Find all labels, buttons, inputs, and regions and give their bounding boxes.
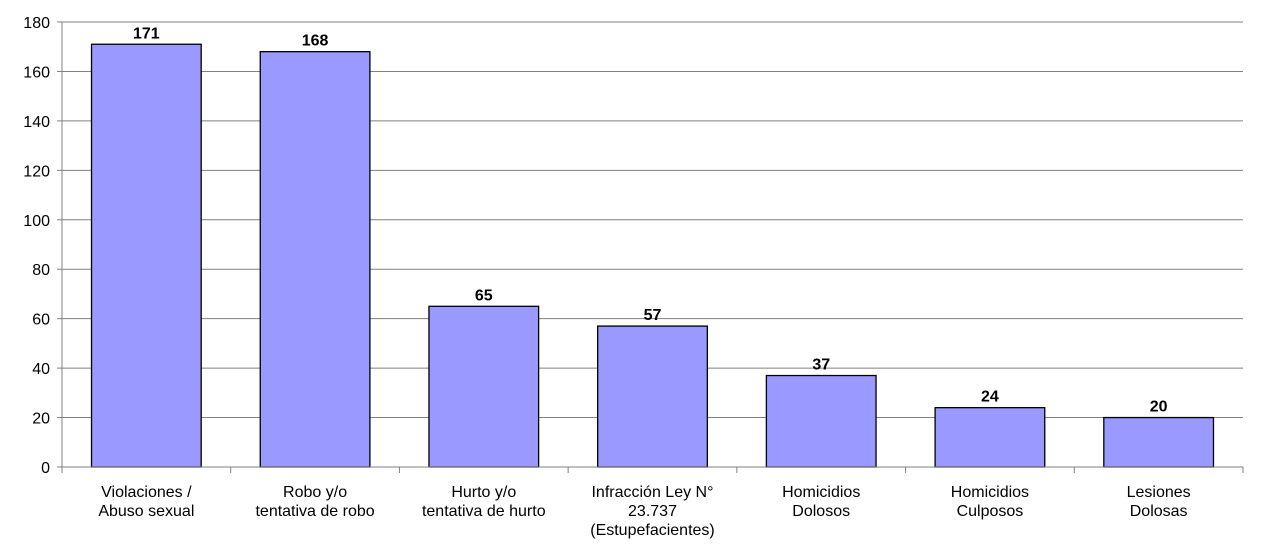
- axes: [57, 21, 1244, 473]
- bar: [765, 374, 877, 468]
- category-label: Robo y/o: [283, 484, 347, 501]
- bar: [934, 407, 1046, 468]
- category-label: Homicidios: [951, 484, 1029, 501]
- bar: [428, 305, 540, 468]
- y-tick-label: 120: [23, 163, 50, 180]
- y-tick-label: 60: [32, 312, 50, 329]
- gridlines: [62, 21, 1243, 419]
- category-label: 23.737: [628, 503, 677, 520]
- data-label: 168: [302, 33, 329, 50]
- y-tick-label: 180: [23, 15, 50, 32]
- y-tick-label: 160: [23, 64, 50, 81]
- bar: [1103, 416, 1215, 468]
- category-label: tentativa de hurto: [422, 503, 546, 520]
- y-tick-label: 80: [32, 262, 50, 279]
- category-label: tentativa de robo: [255, 503, 374, 520]
- data-label: 24: [981, 389, 999, 406]
- category-label: Infracción Ley N°: [591, 484, 713, 501]
- category-label: Violaciones /: [101, 484, 192, 501]
- y-tick-label: 20: [32, 411, 50, 428]
- category-label: Abuso sexual: [98, 503, 194, 520]
- data-label: 37: [812, 357, 830, 374]
- bars: [90, 43, 1215, 468]
- data-label: 20: [1150, 399, 1168, 416]
- x-axis-category-labels: Violaciones / Abuso sexual Robo y/o tentati…: [98, 484, 1190, 539]
- data-label: 171: [133, 25, 160, 42]
- data-labels: 171 168 65 57 37 24 20: [133, 25, 1168, 415]
- data-label: 65: [475, 287, 493, 304]
- y-tick-label: 40: [32, 361, 50, 378]
- category-label: Lesiones: [1127, 484, 1191, 501]
- category-label: Dolosos: [792, 503, 850, 520]
- category-label: Dolosas: [1130, 503, 1188, 520]
- category-label: Homicidios: [782, 484, 860, 501]
- data-label: 57: [644, 307, 662, 324]
- category-label: (Estupefacientes): [590, 522, 715, 539]
- y-axis-tick-labels: 0 20 40 60 80 100 120 140 160 180: [23, 15, 50, 477]
- y-tick-label: 140: [23, 114, 50, 131]
- category-label: Hurto y/o: [451, 484, 516, 501]
- bar: [259, 51, 371, 468]
- y-tick-label: 100: [23, 213, 50, 230]
- category-label: Culposos: [957, 503, 1024, 520]
- bar: [90, 43, 202, 468]
- y-tick-label: 0: [41, 460, 50, 477]
- bar: [597, 325, 708, 468]
